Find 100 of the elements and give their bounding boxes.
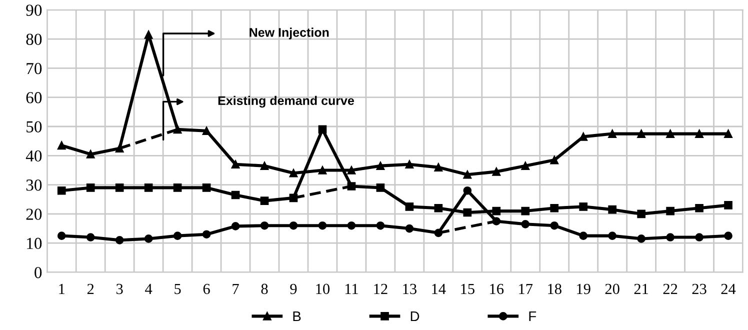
point xyxy=(376,162,385,170)
point xyxy=(434,204,443,212)
point xyxy=(260,162,269,170)
y-tick-label: 0 xyxy=(34,266,42,278)
x-tick-label: 10 xyxy=(316,284,330,294)
point xyxy=(666,130,674,138)
point xyxy=(347,166,356,174)
point xyxy=(637,210,646,218)
point xyxy=(608,130,616,138)
x-tick-label: 16 xyxy=(490,284,504,294)
point xyxy=(724,201,732,210)
point xyxy=(376,221,385,230)
point xyxy=(405,160,414,169)
point xyxy=(434,163,443,172)
point xyxy=(57,186,66,195)
point xyxy=(173,184,182,192)
point xyxy=(376,184,385,192)
point xyxy=(521,206,530,216)
x-tick-label: 11 xyxy=(345,284,358,294)
point xyxy=(231,190,240,200)
x-tick-label: 8 xyxy=(261,284,268,294)
point xyxy=(115,184,124,192)
point xyxy=(86,233,95,242)
x-tick-label: 3 xyxy=(116,284,123,294)
point xyxy=(695,233,704,242)
x-tick-label: 22 xyxy=(663,284,678,294)
point xyxy=(86,150,95,158)
point xyxy=(405,224,414,233)
y-tick-label: 70 xyxy=(26,62,42,74)
x-tick-label: 18 xyxy=(548,284,562,294)
x-tick-label: 13 xyxy=(403,284,416,294)
point xyxy=(608,205,616,214)
point xyxy=(695,204,704,212)
point xyxy=(57,141,66,150)
point xyxy=(724,232,732,240)
y-tick-label: 60 xyxy=(26,92,42,104)
point xyxy=(695,130,704,138)
point xyxy=(318,166,327,174)
point xyxy=(260,196,269,205)
legend-label: D xyxy=(410,311,420,322)
point xyxy=(231,222,240,230)
x-tick-label: 4 xyxy=(145,284,152,294)
x-tick-label: 6 xyxy=(203,284,210,294)
x-tick-label: 17 xyxy=(519,284,533,294)
point xyxy=(521,220,530,228)
point xyxy=(637,234,646,243)
x-tick-label: 9 xyxy=(290,284,297,294)
point xyxy=(637,130,646,138)
x-tick-label: 12 xyxy=(374,284,388,294)
point xyxy=(202,126,211,136)
point xyxy=(579,202,588,211)
x-tick-label: 7 xyxy=(232,284,239,294)
y-tick-label: 30 xyxy=(26,180,42,191)
x-tick-label: 20 xyxy=(605,284,620,294)
x-tick-label: 23 xyxy=(692,284,706,294)
x-tick-label: 21 xyxy=(634,284,648,294)
point xyxy=(550,156,559,164)
point xyxy=(608,232,616,240)
point xyxy=(550,204,559,212)
point xyxy=(144,184,153,192)
legend-label: B xyxy=(293,311,301,322)
point xyxy=(579,232,588,240)
point xyxy=(724,130,732,138)
point xyxy=(57,232,66,240)
point xyxy=(666,233,674,242)
point xyxy=(318,125,327,134)
point xyxy=(260,221,269,230)
y-tick-label: 40 xyxy=(26,150,42,162)
point xyxy=(202,230,211,239)
point xyxy=(550,221,559,230)
point xyxy=(666,206,674,216)
point xyxy=(463,186,472,195)
point xyxy=(463,208,472,217)
point xyxy=(173,232,182,240)
annotation: Existing demand curve xyxy=(218,96,354,108)
legend-label: F xyxy=(529,311,536,322)
point xyxy=(289,168,298,178)
y-tick-label: 90 xyxy=(26,4,42,16)
x-tick-label: 15 xyxy=(461,284,474,294)
point xyxy=(115,144,124,153)
point xyxy=(521,162,530,170)
point xyxy=(405,202,414,211)
x-tick-label: 2 xyxy=(87,284,94,294)
point xyxy=(463,170,472,179)
x-tick-label: 19 xyxy=(577,284,590,294)
point xyxy=(144,30,153,39)
x-tick-label: 24 xyxy=(721,284,736,294)
x-tick-label: 14 xyxy=(432,284,446,294)
y-tick-label: 80 xyxy=(26,34,42,45)
point xyxy=(202,184,211,192)
point xyxy=(231,160,240,169)
point xyxy=(86,184,95,192)
annotation: New Injection xyxy=(250,28,329,40)
y-tick-label: 20 xyxy=(26,208,42,220)
y-tick-label: 50 xyxy=(26,121,42,132)
y-tick-label: 10 xyxy=(27,238,42,250)
point xyxy=(115,236,124,244)
x-tick-label: 1 xyxy=(59,284,65,294)
point xyxy=(289,221,298,230)
point xyxy=(144,234,153,243)
